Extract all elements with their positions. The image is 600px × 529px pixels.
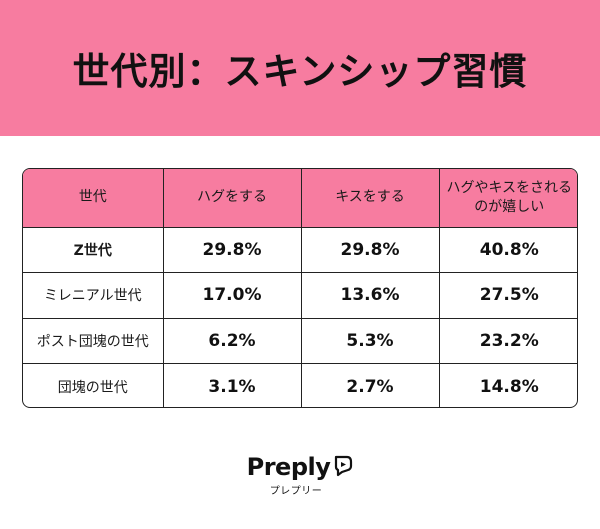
row-hug-value: 6.2%	[163, 318, 302, 364]
habits-table: 世代 ハグをする キスをする ハグやキスをされるのが嬉しい Z世代 29.8% …	[23, 169, 577, 407]
row-generation: ミレニアル世代	[23, 272, 164, 319]
table-row: 団塊の世代 3.1% 2.7% 14.8%	[23, 363, 577, 407]
logo-mark-icon	[333, 454, 353, 482]
logo-subtitle: プレプリー	[269, 486, 323, 497]
title-banner: 世代別：スキンシップ習慣	[0, 0, 600, 136]
row-kiss-value: 5.3%	[301, 318, 440, 364]
header-happy: ハグやキスをされるのが嬉しい	[439, 169, 577, 228]
row-happy-value: 14.8%	[479, 376, 539, 397]
header-generation: 世代	[23, 169, 164, 228]
table-row: ポスト団塊の世代 6.2% 5.3% 23.2%	[23, 318, 577, 364]
page-title: 世代別：スキンシップ習慣	[72, 50, 528, 93]
row-generation: ポスト団塊の世代	[23, 318, 164, 364]
table-row: ミレニアル世代 17.0% 13.6% 27.5%	[23, 272, 577, 319]
row-hug-value: 3.1%	[163, 363, 302, 407]
row-generation: 団塊の世代	[23, 363, 164, 407]
row-happy-value: 40.8%	[439, 227, 577, 273]
preply-logo: Preply プレプリー	[0, 452, 600, 497]
habits-table-container: 世代 ハグをする キスをする ハグやキスをされるのが嬉しい Z世代 29.8% …	[22, 168, 578, 408]
logo-wordmark: Preply	[246, 453, 331, 481]
header-kiss: キスをする	[301, 169, 440, 228]
table-header-row: 世代 ハグをする キスをする ハグやキスをされるのが嬉しい	[23, 169, 577, 228]
table-row: Z世代 29.8% 29.8% 40.8%	[23, 227, 577, 273]
row-kiss-value: 29.8%	[301, 227, 440, 273]
row-happy-value: 23.2%	[439, 318, 577, 364]
row-hug-value: 29.8%	[163, 227, 302, 273]
row-kiss-value: 13.6%	[301, 272, 440, 319]
row-generation: Z世代	[23, 227, 164, 273]
row-happy-value: 27.5%	[439, 272, 577, 319]
row-kiss-value: 2.7%	[301, 363, 440, 407]
row-hug-value: 17.0%	[163, 272, 302, 319]
header-hug: ハグをする	[163, 169, 302, 228]
